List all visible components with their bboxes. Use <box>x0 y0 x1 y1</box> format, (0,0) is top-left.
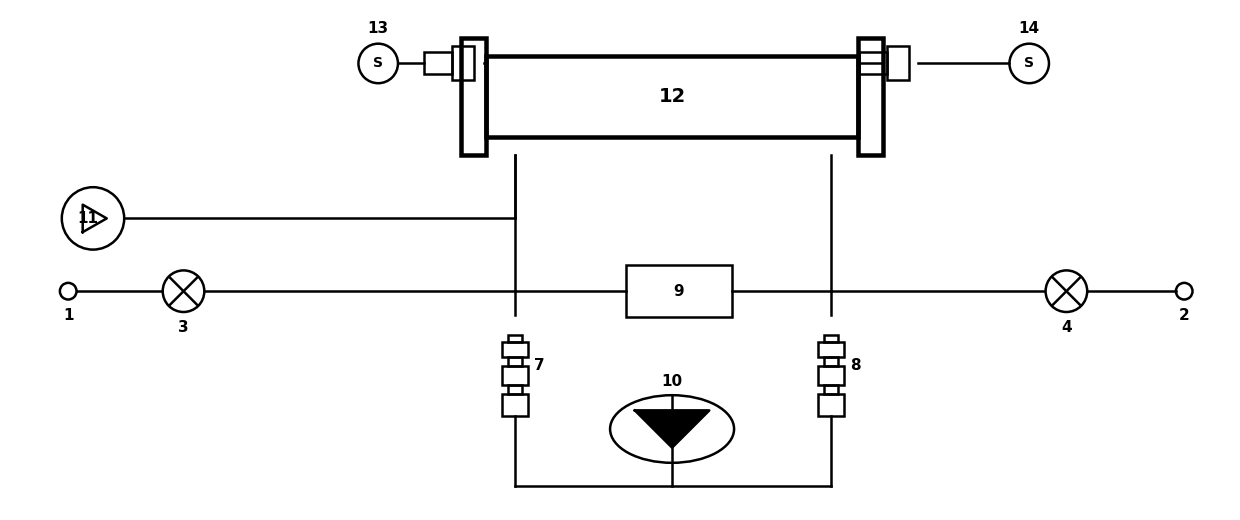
Bar <box>859 53 888 74</box>
Text: 8: 8 <box>849 358 861 373</box>
Bar <box>507 357 522 366</box>
Bar <box>424 53 453 74</box>
Bar <box>453 46 474 81</box>
Text: 11: 11 <box>77 211 98 226</box>
Polygon shape <box>635 410 709 448</box>
Bar <box>626 265 732 317</box>
Text: 3: 3 <box>179 320 188 335</box>
Bar <box>507 335 522 342</box>
Circle shape <box>1045 270 1087 312</box>
Circle shape <box>162 270 205 312</box>
Bar <box>858 38 883 155</box>
Bar <box>818 342 843 357</box>
Text: 7: 7 <box>533 358 544 373</box>
Text: 2: 2 <box>1179 307 1189 322</box>
Ellipse shape <box>610 395 734 463</box>
Bar <box>502 366 527 385</box>
Circle shape <box>1176 283 1193 300</box>
Text: 14: 14 <box>1018 21 1040 36</box>
Bar <box>823 385 838 394</box>
Bar <box>507 385 522 394</box>
Bar <box>461 38 486 155</box>
Bar <box>486 56 858 137</box>
Bar <box>818 366 843 385</box>
Text: 4: 4 <box>1061 320 1071 335</box>
Text: 9: 9 <box>673 284 684 298</box>
Bar <box>502 342 527 357</box>
Bar <box>888 46 909 81</box>
Text: S: S <box>373 57 383 70</box>
Circle shape <box>60 283 77 300</box>
Text: 10: 10 <box>661 374 683 389</box>
Text: 1: 1 <box>63 307 73 322</box>
Bar <box>823 357 838 366</box>
Bar <box>502 394 527 416</box>
Text: 13: 13 <box>367 21 389 36</box>
Bar <box>823 335 838 342</box>
Text: S: S <box>1024 57 1034 70</box>
Bar <box>818 394 843 416</box>
Text: 12: 12 <box>658 87 686 106</box>
